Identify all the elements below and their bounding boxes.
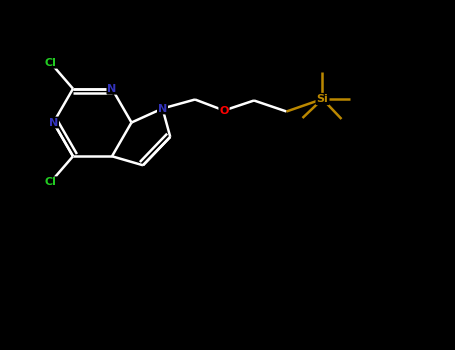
Text: N: N — [107, 84, 116, 94]
Text: O: O — [219, 105, 229, 116]
Text: Cl: Cl — [45, 177, 56, 187]
Text: N: N — [158, 104, 167, 113]
Text: Si: Si — [317, 94, 329, 104]
Text: Cl: Cl — [45, 58, 56, 68]
Text: N: N — [49, 118, 58, 127]
